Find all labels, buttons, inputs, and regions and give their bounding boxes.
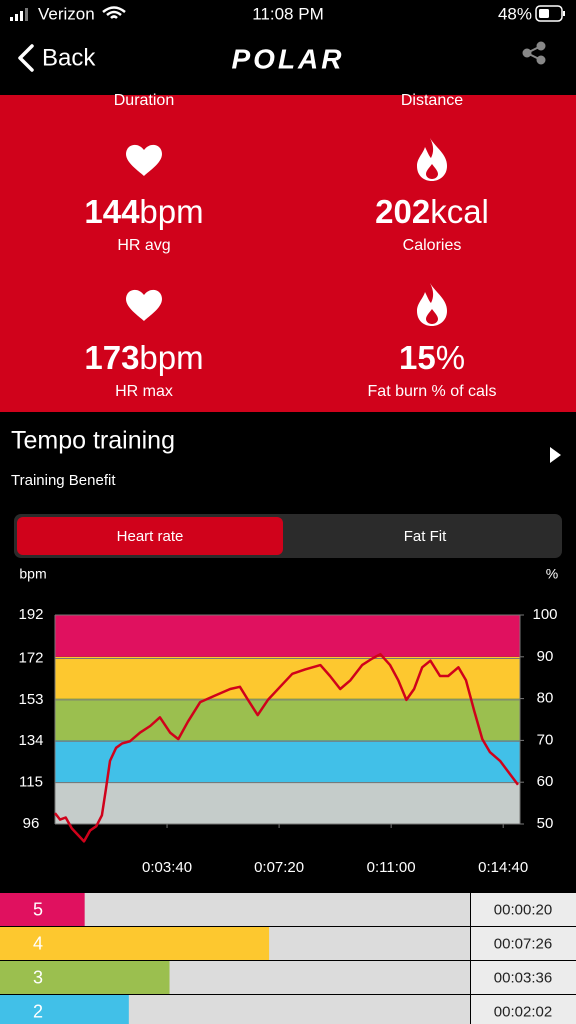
zone-label-cell xyxy=(0,927,76,960)
zone-band xyxy=(55,782,520,824)
stat-unit: % xyxy=(436,339,465,376)
flame-icon xyxy=(417,283,447,326)
zone-label-cell xyxy=(0,961,76,994)
y-axis-title: bpm xyxy=(19,566,46,582)
back-chevron[interactable] xyxy=(18,44,34,72)
zone-table: 5 00:00:20 4 00:07:26 3 00:03:36 2 00:02:02 xyxy=(0,893,576,1024)
x-tick-label: 0:11:00 xyxy=(367,859,416,876)
stat-number: 15 xyxy=(399,339,436,376)
y-tick-label: 96 xyxy=(23,815,40,832)
y2-axis-title: % xyxy=(546,566,558,582)
summary-panel xyxy=(0,95,576,412)
training-title: Tempo training xyxy=(11,427,175,455)
zone-bar xyxy=(76,893,85,926)
logo: POLAR xyxy=(232,43,345,74)
zone-bar xyxy=(76,995,129,1024)
training-subtitle: Training Benefit xyxy=(11,472,116,489)
share-button[interactable] xyxy=(522,41,546,65)
zone-band xyxy=(55,615,520,657)
zone-bar xyxy=(76,927,270,960)
zone-band xyxy=(55,698,520,741)
zone-number: 4 xyxy=(33,933,43,953)
zone-time: 00:00:20 xyxy=(494,901,552,918)
clock: 11:08 PM xyxy=(252,4,324,23)
y2-tick-label: 100 xyxy=(532,606,557,623)
zone-time: 00:03:36 xyxy=(494,969,552,986)
y2-tick-label: 50 xyxy=(537,815,554,832)
zone-number: 3 xyxy=(33,967,43,987)
zone-time-cell xyxy=(471,995,576,1024)
stat-unit: bpm xyxy=(139,193,203,230)
y2-tick-label: 90 xyxy=(537,648,554,665)
y2-tick-label: 60 xyxy=(537,773,554,790)
zone-track xyxy=(76,995,470,1024)
zone-bar xyxy=(76,961,170,994)
zone-time-cell xyxy=(471,893,576,926)
zone-number: 2 xyxy=(33,1001,43,1021)
stat-number: 144 xyxy=(84,193,140,230)
tab-selected[interactable] xyxy=(17,517,283,555)
chart: 96 115 134 153 172 192 50 60 70 80 90 100 0:03:40 0:0… xyxy=(18,606,557,876)
zone-time-cell xyxy=(471,961,576,994)
flame-icon xyxy=(417,138,447,181)
zone-band xyxy=(55,740,520,783)
stat-number: 173 xyxy=(84,339,139,376)
stat-value: 202kcal xyxy=(375,193,489,230)
x-tick-label: 0:07:20 xyxy=(254,859,304,876)
stat-value: 173bpm xyxy=(84,339,203,376)
zone-number: 5 xyxy=(33,899,43,919)
carrier: Verizon xyxy=(38,4,95,23)
x-tick-label: 0:14:40 xyxy=(478,859,528,876)
zone-time: 00:07:26 xyxy=(494,935,552,952)
stat-value: 144bpm xyxy=(84,193,203,230)
heart-icon xyxy=(126,289,162,321)
zone-track xyxy=(76,893,470,926)
y-tick-label: 115 xyxy=(19,774,43,791)
zone-time: 00:02:02 xyxy=(494,1003,552,1020)
zone-label-cell xyxy=(0,893,76,926)
y-tick-label: 134 xyxy=(18,732,43,749)
y-tick-label: 192 xyxy=(18,606,43,623)
wifi-icon xyxy=(102,6,126,19)
hr-line xyxy=(54,652,519,843)
stat-label: Fat burn % of cals xyxy=(368,383,497,400)
y-tick-label: 153 xyxy=(18,691,43,708)
stat-unit: bpm xyxy=(139,339,203,376)
x-tick-label: 0:03:40 xyxy=(142,859,192,876)
y-tick-label: 172 xyxy=(18,650,43,667)
y2-tick-label: 80 xyxy=(537,690,554,707)
battery-icon xyxy=(535,5,565,22)
stat-label: HR max xyxy=(115,383,173,400)
stat-label: Calories xyxy=(403,237,462,254)
heart-icon xyxy=(126,144,162,176)
stat-unit: kcal xyxy=(430,193,489,230)
stat-number: 202 xyxy=(375,193,430,230)
zone-time-cell xyxy=(471,927,576,960)
expand-arrow[interactable] xyxy=(550,447,561,463)
tab[interactable]: Fat Fit xyxy=(404,528,447,545)
stat-label: Duration xyxy=(114,92,174,109)
y2-tick-label: 70 xyxy=(537,731,554,748)
back-button[interactable]: Back xyxy=(42,44,96,71)
tab[interactable]: Heart rate xyxy=(117,528,184,545)
stat-label: HR avg xyxy=(117,237,170,254)
battery-level: 48% xyxy=(498,4,532,23)
signal-icon xyxy=(10,8,28,21)
stat-value: 15% xyxy=(399,339,465,376)
zone-label-cell xyxy=(0,995,76,1024)
stat-label: Distance xyxy=(401,92,463,109)
